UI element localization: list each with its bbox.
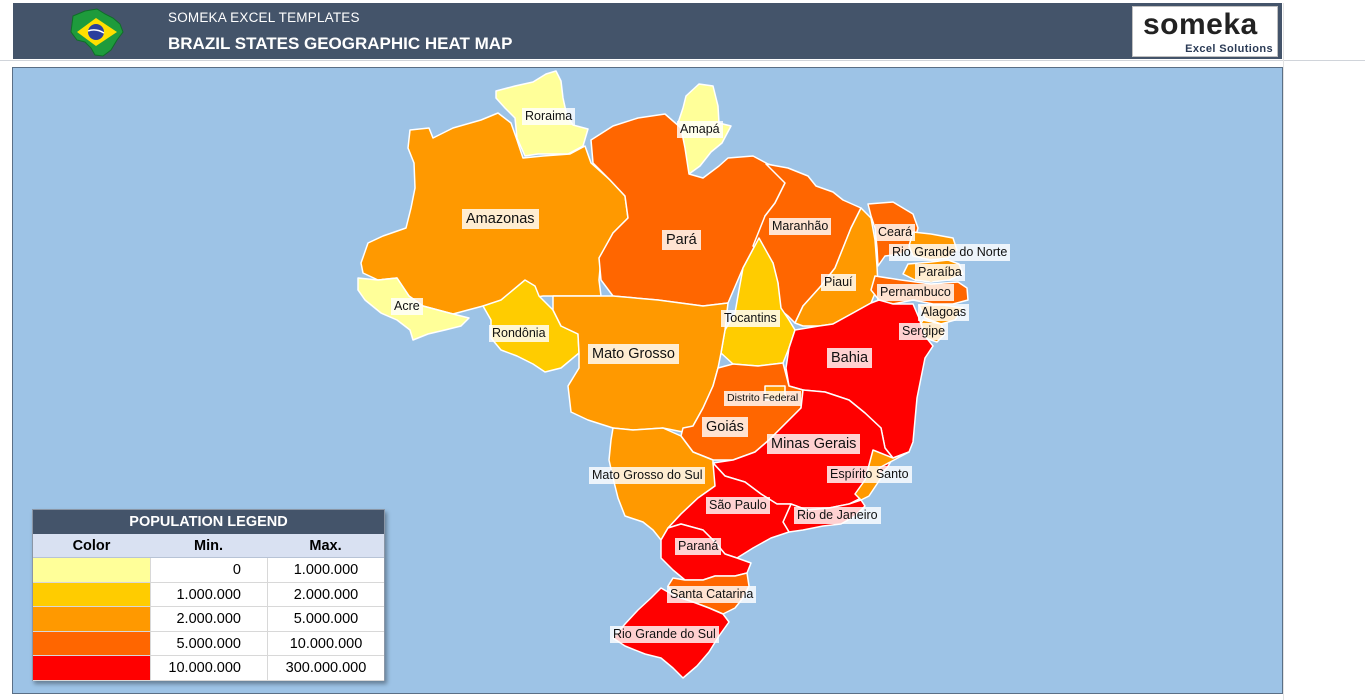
someka-logo[interactable]: someka Excel Solutions: [1132, 6, 1278, 57]
legend-header-row: Color Min. Max.: [33, 534, 384, 558]
legend-header-max: Max.: [309, 538, 342, 554]
legend-max: 10.000.000: [267, 631, 384, 656]
label-roraima: Roraima: [522, 108, 576, 125]
state-espirito_santo[interactable]: [854, 449, 910, 501]
label-sao-paulo: São Paulo: [706, 497, 770, 514]
label-rio-de-janeiro: Rio de Janeiro: [794, 507, 881, 524]
label-santa-catarina: Santa Catarina: [667, 586, 757, 603]
legend-header-min: Min.: [194, 538, 223, 554]
label-distrito-federal: Distrito Federal: [724, 391, 802, 406]
label-para: Pará: [662, 230, 701, 250]
legend-max: 2.000.000: [267, 582, 384, 607]
map-panel: Roraima Amapá Amazonas Pará Maranhão Cea…: [12, 67, 1283, 694]
label-acre: Acre: [391, 298, 423, 315]
header-divider: [0, 60, 1365, 61]
legend-color-swatch: [33, 558, 150, 582]
legend-min: 10.000.000: [150, 656, 267, 680]
page-title: BRAZIL STATES GEOGRAPHIC HEAT MAP: [168, 34, 513, 53]
label-mato-grosso: Mato Grosso: [588, 344, 679, 364]
sheet-column-line: [1283, 3, 1284, 700]
label-ceara: Ceará: [875, 224, 916, 241]
legend-min: 0: [150, 558, 267, 582]
legend-color-swatch: [33, 656, 150, 680]
label-maranhao: Maranhão: [769, 218, 832, 235]
label-minas-gerais: Minas Gerais: [767, 434, 861, 454]
label-tocantins: Tocantins: [721, 310, 780, 327]
label-espirito-santo: Espírito Santo: [827, 466, 912, 483]
legend-header-color: Color: [72, 538, 111, 554]
legend-min: 5.000.000: [150, 631, 267, 656]
legend-max: 1.000.000: [267, 558, 384, 582]
brazil-flag-icon: [70, 8, 124, 57]
label-pernambuco: Pernambuco: [877, 284, 954, 301]
label-piaui: Piauí: [821, 274, 856, 291]
logo-wordmark: someka: [1143, 8, 1258, 41]
label-goias: Goiás: [702, 417, 748, 437]
legend-min: 2.000.000: [150, 607, 267, 631]
logo-tagline: Excel Solutions: [1185, 43, 1273, 55]
legend-max: 5.000.000: [267, 607, 384, 631]
header-bar: SOMEKA EXCEL TEMPLATES BRAZIL STATES GEO…: [13, 3, 1282, 59]
legend-row: 5.000.000 10.000.000: [33, 631, 384, 657]
legend-min: 1.000.000: [150, 582, 267, 607]
legend-color-swatch: [33, 607, 150, 631]
label-sergipe: Sergipe: [899, 323, 949, 340]
header-subtitle: SOMEKA EXCEL TEMPLATES: [168, 10, 360, 25]
label-mato-grosso-do-sul: Mato Grosso do Sul: [589, 467, 706, 484]
legend-row: 0 1.000.000: [33, 558, 384, 583]
label-rio-grande-do-norte: Rio Grande do Norte: [889, 244, 1011, 261]
legend-row: 1.000.000 2.000.000: [33, 582, 384, 608]
legend-color-swatch: [33, 631, 150, 656]
label-amazonas: Amazonas: [462, 209, 539, 229]
label-bahia: Bahia: [827, 348, 873, 368]
population-legend: POPULATION LEGEND Color Min. Max. 0 1.00…: [32, 509, 385, 681]
label-amapa: Amapá: [677, 121, 723, 138]
label-alagoas: Alagoas: [918, 304, 970, 321]
label-rio-grande-do-sul: Rio Grande do Sul: [610, 626, 719, 643]
legend-max: 300.000.000: [267, 656, 384, 680]
label-rondonia: Rondônia: [489, 325, 549, 342]
label-parana: Paraná: [675, 538, 722, 555]
legend-color-swatch: [33, 582, 150, 607]
legend-title: POPULATION LEGEND: [33, 510, 384, 534]
label-paraiba: Paraíba: [915, 264, 965, 281]
legend-row: 10.000.000 300.000.000: [33, 656, 384, 681]
legend-row: 2.000.000 5.000.000: [33, 607, 384, 632]
